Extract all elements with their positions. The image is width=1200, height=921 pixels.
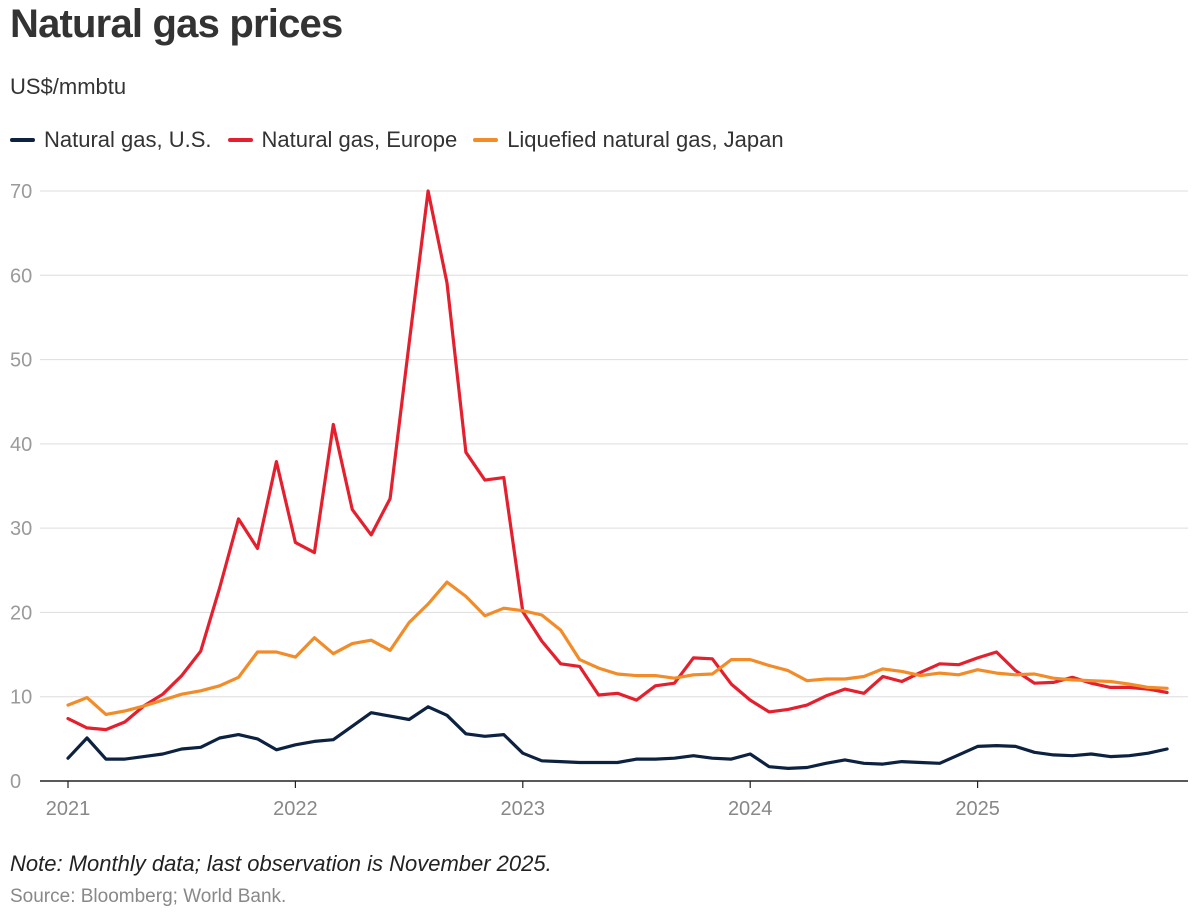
y-axis-ticks: 0 10 20 30 40 50 60 70 xyxy=(10,181,32,793)
gridlines xyxy=(40,190,1188,698)
legend-swatch-us xyxy=(10,138,35,142)
legend-label-japan: Liquefied natural gas, Japan xyxy=(507,127,784,152)
series-line-europe xyxy=(66,189,1169,732)
y-tick-label: 20 xyxy=(10,602,32,624)
y-tick-label: 10 xyxy=(10,687,32,709)
x-tick-label: 2024 xyxy=(728,798,773,820)
y-tick-label: 50 xyxy=(10,350,32,372)
x-axis: 2021 2022 2023 2024 2025 xyxy=(40,780,1188,820)
series-line-us xyxy=(66,705,1169,771)
legend-swatch-japan xyxy=(473,138,499,142)
chart-note: Note: Monthly data; last observation is … xyxy=(10,851,552,876)
legend: Natural gas, U.S. Natural gas, Europe Li… xyxy=(10,127,800,153)
x-tick-label: 2023 xyxy=(501,798,546,820)
y-tick-label: 70 xyxy=(10,181,32,203)
y-tick-label: 0 xyxy=(10,771,21,793)
legend-item-japan: Liquefied natural gas, Japan xyxy=(473,127,784,153)
series-line-japan xyxy=(66,580,1169,717)
chart-source: Source: Bloomberg; World Bank. xyxy=(10,886,287,907)
chart-title: Natural gas prices xyxy=(10,2,343,46)
y-tick-label: 30 xyxy=(10,518,32,540)
y-tick-label: 40 xyxy=(10,434,32,456)
legend-item-europe: Natural gas, Europe xyxy=(227,127,458,153)
x-tick-label: 2022 xyxy=(273,798,318,820)
x-tick-label: 2025 xyxy=(955,798,1000,820)
legend-swatch-europe xyxy=(227,138,253,142)
legend-label-us: Natural gas, U.S. xyxy=(44,127,212,152)
x-tick-label: 2021 xyxy=(46,798,91,820)
legend-label-europe: Natural gas, Europe xyxy=(261,127,458,152)
unit-label: US$/mmbtu xyxy=(10,74,127,99)
y-tick-label: 60 xyxy=(10,265,32,287)
series-lines xyxy=(66,189,1169,771)
legend-item-us: Natural gas, U.S. xyxy=(10,127,212,153)
